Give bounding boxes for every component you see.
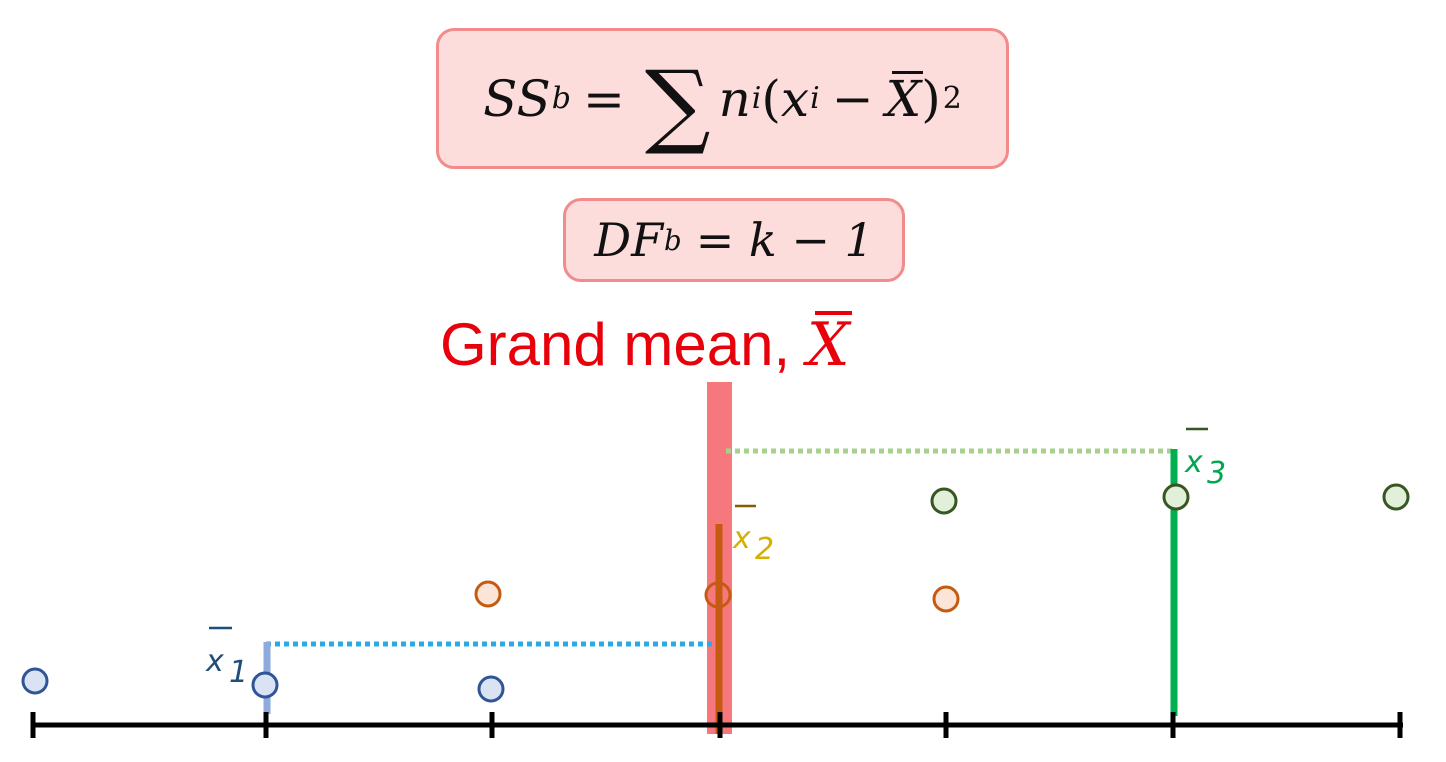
group1-point: [251, 671, 279, 699]
group3-point: [1382, 483, 1410, 511]
df-lhs: DF: [594, 213, 664, 267]
group1-mean-x: x: [205, 644, 224, 679]
group3-point: [1162, 483, 1190, 511]
group3-point: [930, 487, 958, 515]
grand-mean-title: Grand mean, X: [440, 310, 900, 380]
ss-lhs: SS: [483, 69, 551, 128]
group2-point: [704, 581, 732, 609]
ss-grand-mean-symbol: X: [885, 69, 923, 128]
ss-equals: =: [583, 69, 625, 128]
group3-mean-label: x 3: [1184, 427, 1226, 491]
grand-mean-symbol: X: [806, 310, 852, 380]
grand-mean-text: Grand mean,: [440, 311, 791, 378]
df-rhs: = k − 1: [695, 213, 874, 267]
ss-x-subscript: i: [810, 81, 820, 116]
group2-point: [932, 585, 960, 613]
df-lhs-subscript: b: [664, 223, 682, 257]
ss-lhs-subscript: b: [551, 81, 571, 116]
group2-mean-label: x 2: [732, 504, 774, 567]
ss-open-paren: (: [761, 69, 781, 128]
group2-points: [474, 580, 960, 613]
group2-point: [474, 580, 502, 608]
ss-x: x: [780, 69, 810, 128]
ss-minus: −: [831, 69, 874, 128]
group3-mean-x: x: [1184, 445, 1203, 480]
x-axis-ticks: [30, 712, 1403, 738]
ss-close-paren: ): [921, 69, 941, 128]
ss-n-subscript: i: [751, 81, 762, 116]
ss-n: n: [718, 69, 751, 128]
group1-points: [21, 667, 505, 703]
group2-mean-x: x: [732, 521, 751, 556]
ss-exponent: 2: [942, 81, 962, 116]
group3-points: [930, 483, 1410, 515]
group1-point: [477, 675, 505, 703]
group1-mean-subscript: 1: [229, 655, 248, 690]
group1-mean-label: x 1: [205, 626, 248, 690]
group2-mean-subscript: 2: [755, 532, 774, 567]
group1-point: [21, 667, 49, 695]
group3-mean-subscript: 3: [1207, 456, 1226, 491]
sum-symbol: ∑: [644, 50, 711, 158]
df-between-formula-box: DF b = k − 1: [563, 198, 905, 282]
